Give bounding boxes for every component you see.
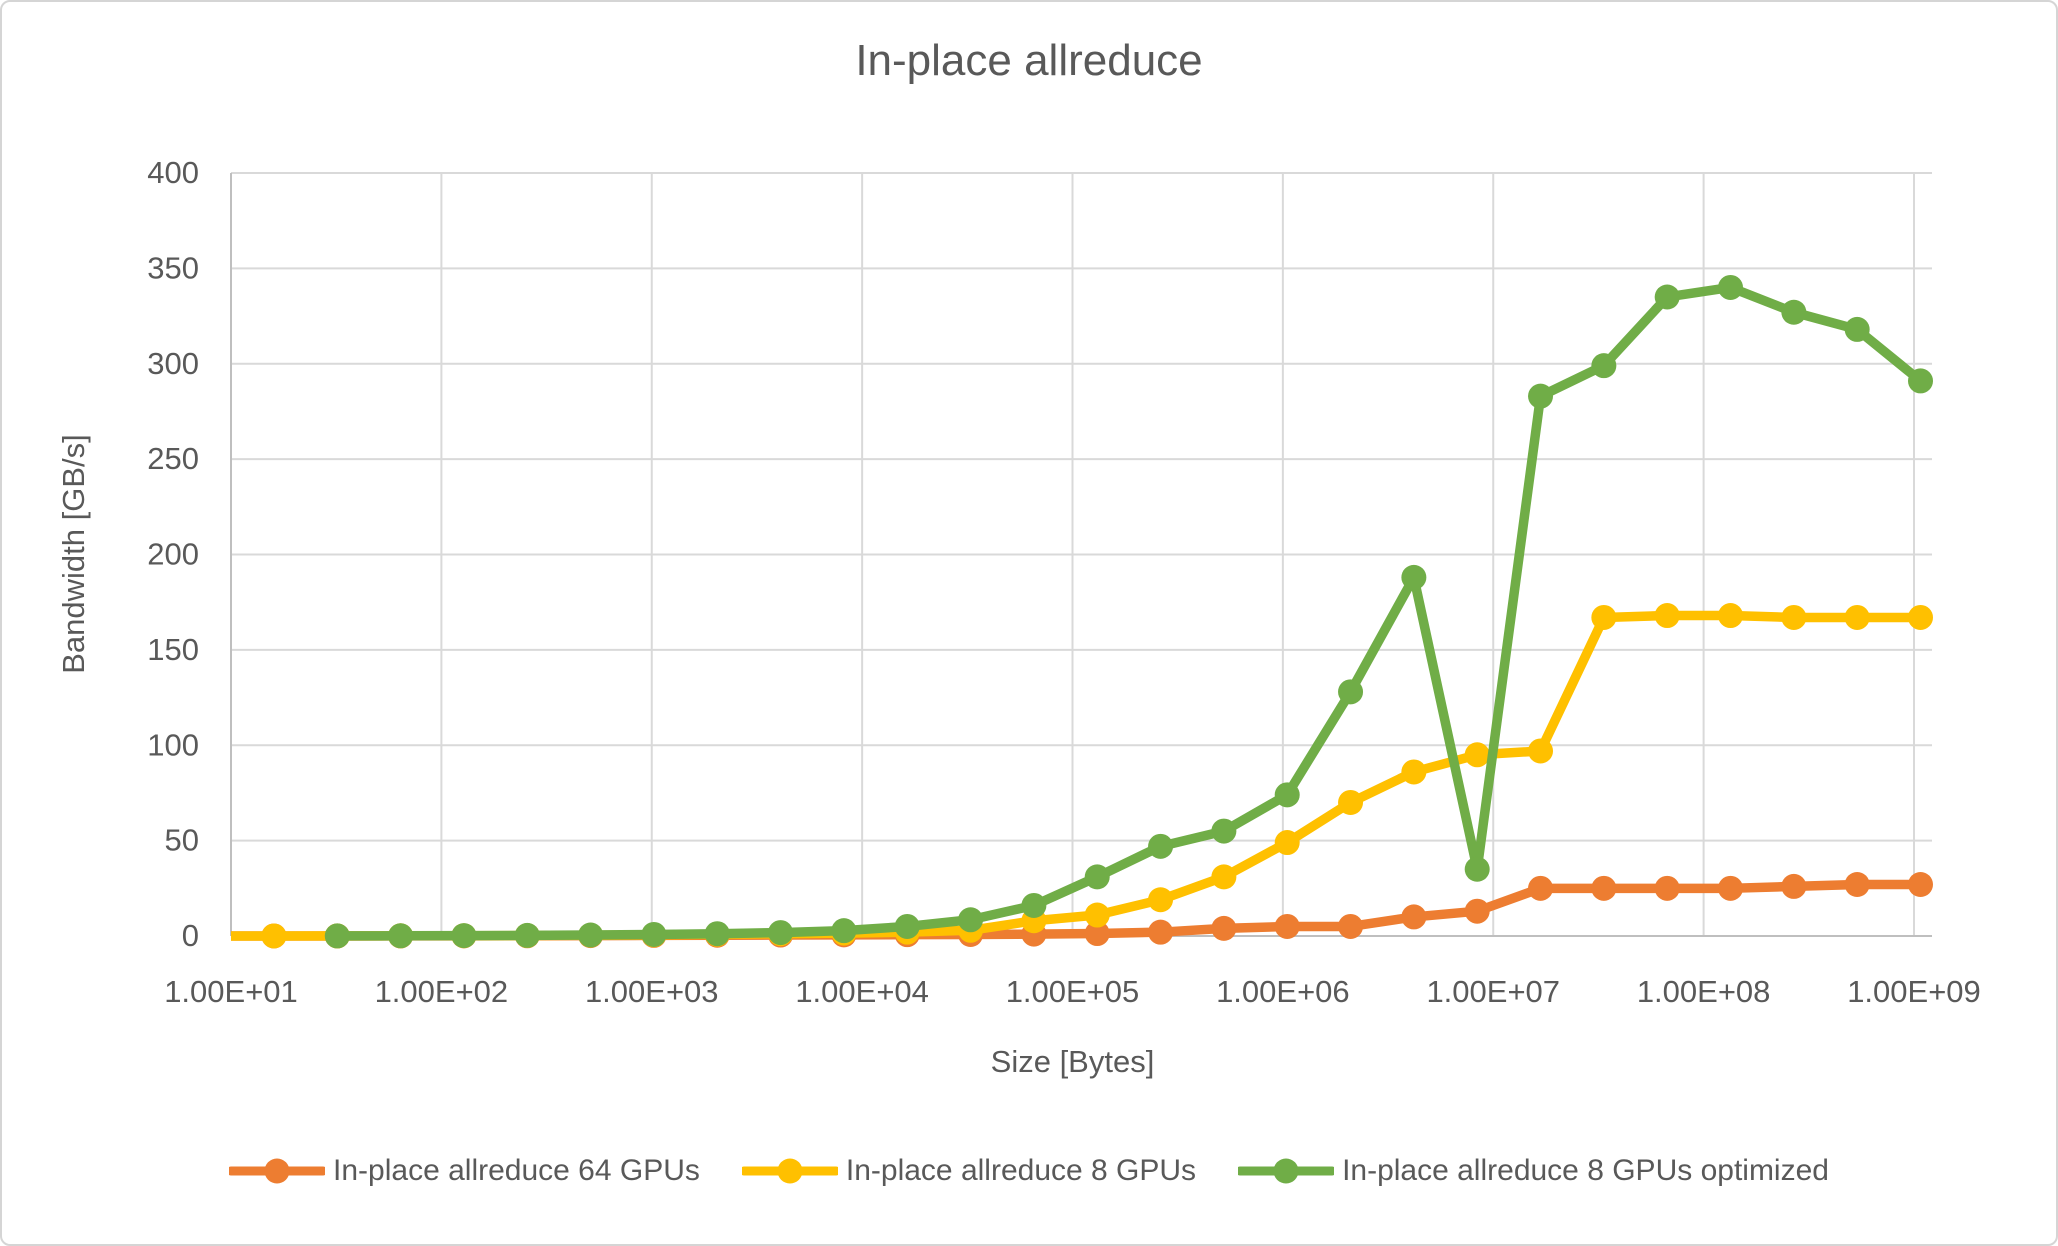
data-point — [1654, 603, 1680, 629]
data-point — [641, 921, 667, 947]
data-point — [1844, 604, 1870, 630]
legend-item: In-place allreduce 8 GPUs optimized — [1238, 1154, 1829, 1188]
data-point — [1401, 759, 1427, 785]
data-point — [1908, 368, 1934, 394]
data-point — [1084, 921, 1110, 947]
data-point — [1148, 887, 1174, 913]
legend: In-place allreduce 64 GPUs In-place allre… — [2, 1154, 2056, 1188]
y-tick-label: 250 — [147, 441, 199, 476]
data-point — [324, 923, 350, 949]
data-point — [1464, 856, 1490, 882]
data-point — [1528, 875, 1554, 901]
data-point — [1654, 875, 1680, 901]
x-tick-label: 1.00E+05 — [1006, 974, 1140, 1009]
data-point — [1274, 913, 1300, 939]
data-point — [1781, 873, 1807, 899]
series-2 — [324, 274, 1934, 949]
data-point — [578, 922, 604, 948]
data-point — [198, 923, 223, 948]
data-point — [1718, 274, 1744, 300]
data-point — [388, 923, 414, 949]
data-point — [1401, 564, 1427, 590]
data-point — [1591, 353, 1617, 379]
y-tick-label: 0 — [182, 918, 199, 953]
data-point — [1591, 875, 1617, 901]
x-tick-label: 1.00E+06 — [1216, 974, 1350, 1009]
legend-line-marker-icon — [229, 1158, 326, 1184]
data-point — [1654, 284, 1680, 310]
data-point — [1338, 679, 1364, 705]
data-point — [1274, 782, 1300, 808]
y-tick-label: 200 — [147, 537, 199, 572]
data-point — [1148, 833, 1174, 859]
x-tick-label: 1.00E+02 — [375, 974, 509, 1009]
data-point — [1528, 383, 1554, 409]
legend-label: In-place allreduce 8 GPUs — [845, 1154, 1197, 1187]
legend-line-marker-icon — [1238, 1158, 1335, 1184]
data-point — [1908, 871, 1934, 897]
data-point — [1718, 875, 1744, 901]
data-point — [1528, 738, 1554, 764]
chart-title: In-place allreduce — [855, 36, 1203, 85]
data-point — [1781, 299, 1807, 325]
y-tick-label: 350 — [147, 250, 199, 285]
x-axis-title: Size [Bytes] — [990, 1044, 1155, 1079]
data-point — [1211, 915, 1237, 941]
data-point — [894, 913, 920, 939]
legend-label: In-place allreduce 64 GPUs — [333, 1154, 700, 1187]
data-point — [261, 923, 287, 949]
y-tick-label: 400 — [147, 155, 199, 190]
data-point — [1338, 913, 1364, 939]
data-point — [1844, 316, 1870, 342]
data-point — [1274, 830, 1300, 856]
data-point — [514, 922, 540, 948]
data-point — [198, 923, 223, 948]
data-point — [451, 923, 477, 949]
x-tick-label: 1.00E+04 — [795, 974, 929, 1009]
data-point — [1148, 919, 1174, 945]
data-point — [1401, 904, 1427, 930]
data-point — [1781, 604, 1807, 630]
y-tick-label: 150 — [147, 632, 199, 667]
data-point — [1464, 898, 1490, 924]
data-point — [831, 918, 857, 944]
data-point — [1338, 789, 1364, 815]
legend-label: In-place allreduce 8 GPUs optimized — [1342, 1154, 1829, 1187]
data-point — [704, 921, 730, 947]
data-point — [1021, 892, 1047, 918]
data-point — [768, 920, 794, 946]
legend-item: In-place allreduce 8 GPUs — [741, 1154, 1197, 1188]
x-tick-label: 1.00E+03 — [585, 974, 719, 1009]
x-tick-label: 1.00E+07 — [1426, 974, 1560, 1009]
data-point — [1591, 604, 1617, 630]
data-point — [958, 907, 984, 933]
data-point — [1908, 604, 1934, 630]
y-tick-label: 100 — [147, 727, 199, 762]
data-point — [1211, 818, 1237, 844]
x-tick-label: 1.00E+08 — [1637, 974, 1771, 1009]
legend-line-marker-icon — [741, 1158, 838, 1184]
data-point — [1084, 864, 1110, 890]
y-tick-label: 300 — [147, 346, 199, 381]
data-point — [1718, 603, 1744, 629]
data-point — [1211, 864, 1237, 890]
x-tick-label: 1.00E+09 — [1847, 974, 1981, 1009]
y-tick-label: 50 — [165, 823, 199, 858]
legend-item: In-place allreduce 64 GPUs — [229, 1154, 700, 1188]
data-point — [1464, 742, 1490, 768]
x-tick-label: 1.00E+01 — [164, 974, 298, 1009]
data-point — [1844, 871, 1870, 897]
data-point — [1084, 902, 1110, 928]
